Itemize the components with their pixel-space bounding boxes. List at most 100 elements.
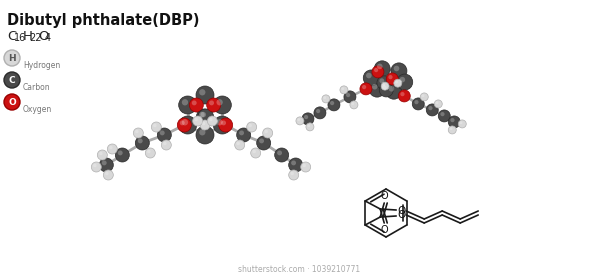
Circle shape xyxy=(177,118,191,132)
Circle shape xyxy=(363,70,379,86)
Circle shape xyxy=(394,79,402,87)
Circle shape xyxy=(450,127,452,130)
Circle shape xyxy=(302,113,314,125)
Circle shape xyxy=(116,148,129,162)
Circle shape xyxy=(459,121,462,124)
Circle shape xyxy=(297,118,300,121)
Text: C: C xyxy=(7,30,16,43)
Text: O: O xyxy=(397,206,406,216)
Circle shape xyxy=(450,118,455,122)
Circle shape xyxy=(199,129,205,136)
Circle shape xyxy=(216,119,223,125)
Circle shape xyxy=(135,130,138,133)
Circle shape xyxy=(314,107,326,119)
Circle shape xyxy=(362,85,366,89)
Circle shape xyxy=(458,120,466,128)
Circle shape xyxy=(118,150,123,155)
Circle shape xyxy=(434,100,442,108)
Circle shape xyxy=(107,144,117,154)
Circle shape xyxy=(259,138,264,143)
Circle shape xyxy=(235,140,244,150)
Circle shape xyxy=(249,124,252,127)
Circle shape xyxy=(264,130,268,133)
Circle shape xyxy=(379,78,385,83)
Circle shape xyxy=(192,101,196,105)
Circle shape xyxy=(196,109,212,125)
Circle shape xyxy=(389,86,394,92)
Circle shape xyxy=(394,66,400,71)
Circle shape xyxy=(381,82,389,90)
Circle shape xyxy=(161,140,171,150)
Circle shape xyxy=(4,72,20,88)
Circle shape xyxy=(163,142,167,145)
Circle shape xyxy=(374,68,378,72)
Circle shape xyxy=(377,76,391,90)
Text: 4: 4 xyxy=(45,33,51,43)
Circle shape xyxy=(134,128,143,138)
Circle shape xyxy=(91,162,101,172)
Circle shape xyxy=(138,138,143,143)
Circle shape xyxy=(109,146,113,149)
Circle shape xyxy=(304,115,308,119)
Circle shape xyxy=(400,92,404,96)
Circle shape xyxy=(209,118,213,121)
Text: O: O xyxy=(380,225,388,235)
Circle shape xyxy=(426,104,438,116)
Circle shape xyxy=(247,122,257,132)
Circle shape xyxy=(398,90,410,102)
Circle shape xyxy=(146,148,155,158)
Text: Oxygen: Oxygen xyxy=(23,104,52,113)
Circle shape xyxy=(196,126,214,144)
Circle shape xyxy=(105,172,108,175)
Circle shape xyxy=(379,83,394,97)
Circle shape xyxy=(428,106,432,110)
Circle shape xyxy=(179,116,196,134)
Circle shape xyxy=(180,120,184,125)
Circle shape xyxy=(422,94,425,97)
Text: O: O xyxy=(380,191,388,201)
Circle shape xyxy=(397,74,413,90)
Circle shape xyxy=(316,109,320,113)
Circle shape xyxy=(307,124,310,127)
Circle shape xyxy=(195,118,198,121)
Circle shape xyxy=(346,93,350,97)
Circle shape xyxy=(196,86,214,104)
Circle shape xyxy=(415,100,419,104)
Text: Carbon: Carbon xyxy=(23,83,51,92)
Circle shape xyxy=(99,158,113,172)
Circle shape xyxy=(189,98,203,112)
Circle shape xyxy=(386,83,402,99)
Circle shape xyxy=(239,130,244,135)
Circle shape xyxy=(291,160,296,165)
Circle shape xyxy=(302,164,306,167)
Circle shape xyxy=(296,117,304,125)
Circle shape xyxy=(448,116,460,128)
Circle shape xyxy=(328,99,340,111)
Circle shape xyxy=(199,112,205,117)
Circle shape xyxy=(182,99,188,106)
Circle shape xyxy=(201,112,206,117)
Circle shape xyxy=(275,148,289,162)
Text: O: O xyxy=(397,210,406,220)
Circle shape xyxy=(448,126,456,134)
Circle shape xyxy=(237,142,240,145)
Circle shape xyxy=(263,128,273,138)
Text: 22: 22 xyxy=(29,33,42,43)
Circle shape xyxy=(391,63,407,79)
Circle shape xyxy=(440,112,444,116)
Circle shape xyxy=(420,93,428,101)
Circle shape xyxy=(207,116,217,126)
Circle shape xyxy=(135,136,149,150)
Circle shape xyxy=(147,150,150,153)
Circle shape xyxy=(377,64,383,69)
Circle shape xyxy=(372,84,377,90)
Circle shape xyxy=(277,150,282,155)
Circle shape xyxy=(213,96,231,114)
Circle shape xyxy=(400,77,405,83)
Circle shape xyxy=(179,96,196,114)
Text: H: H xyxy=(8,53,16,62)
Circle shape xyxy=(395,81,398,83)
Circle shape xyxy=(152,122,161,132)
Circle shape xyxy=(97,150,107,160)
Circle shape xyxy=(237,128,250,142)
